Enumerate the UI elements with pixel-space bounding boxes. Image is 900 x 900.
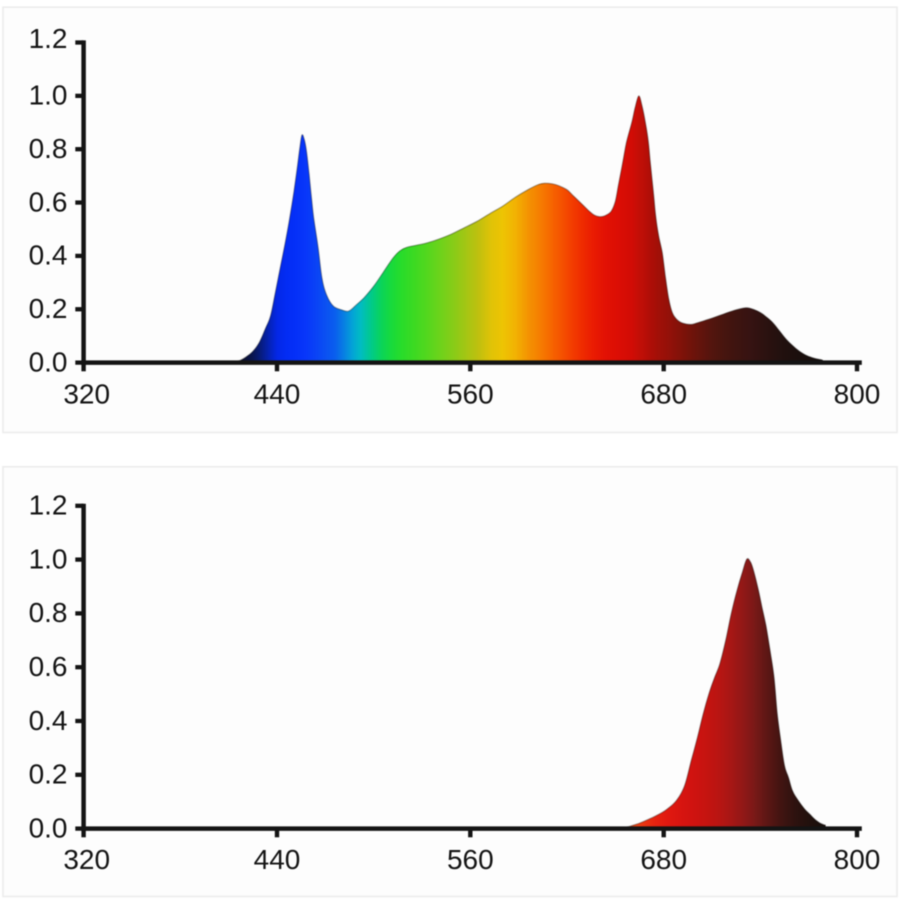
- svg-text:0.0: 0.0: [29, 812, 68, 843]
- svg-text:680: 680: [640, 844, 687, 875]
- svg-text:560: 560: [447, 844, 494, 875]
- svg-text:0.4: 0.4: [29, 240, 68, 271]
- svg-text:320: 320: [63, 378, 110, 409]
- svg-text:440: 440: [254, 844, 301, 875]
- svg-text:0.2: 0.2: [29, 293, 68, 324]
- svg-text:0.4: 0.4: [29, 705, 68, 736]
- svg-text:800: 800: [834, 378, 881, 409]
- svg-text:440: 440: [254, 378, 301, 409]
- svg-text:0.6: 0.6: [29, 186, 68, 217]
- svg-text:0.8: 0.8: [29, 597, 68, 628]
- svg-text:0.6: 0.6: [29, 651, 68, 682]
- svg-text:680: 680: [640, 378, 687, 409]
- svg-text:560: 560: [447, 378, 494, 409]
- svg-text:1.2: 1.2: [29, 490, 68, 521]
- svg-text:1.2: 1.2: [29, 23, 68, 54]
- svg-text:1.0: 1.0: [29, 80, 68, 111]
- svg-text:1.0: 1.0: [29, 543, 68, 574]
- svg-text:0.0: 0.0: [29, 346, 68, 377]
- svg-text:320: 320: [63, 844, 110, 875]
- svg-text:800: 800: [834, 844, 881, 875]
- svg-text:0.8: 0.8: [29, 133, 68, 164]
- svg-text:0.2: 0.2: [29, 759, 68, 790]
